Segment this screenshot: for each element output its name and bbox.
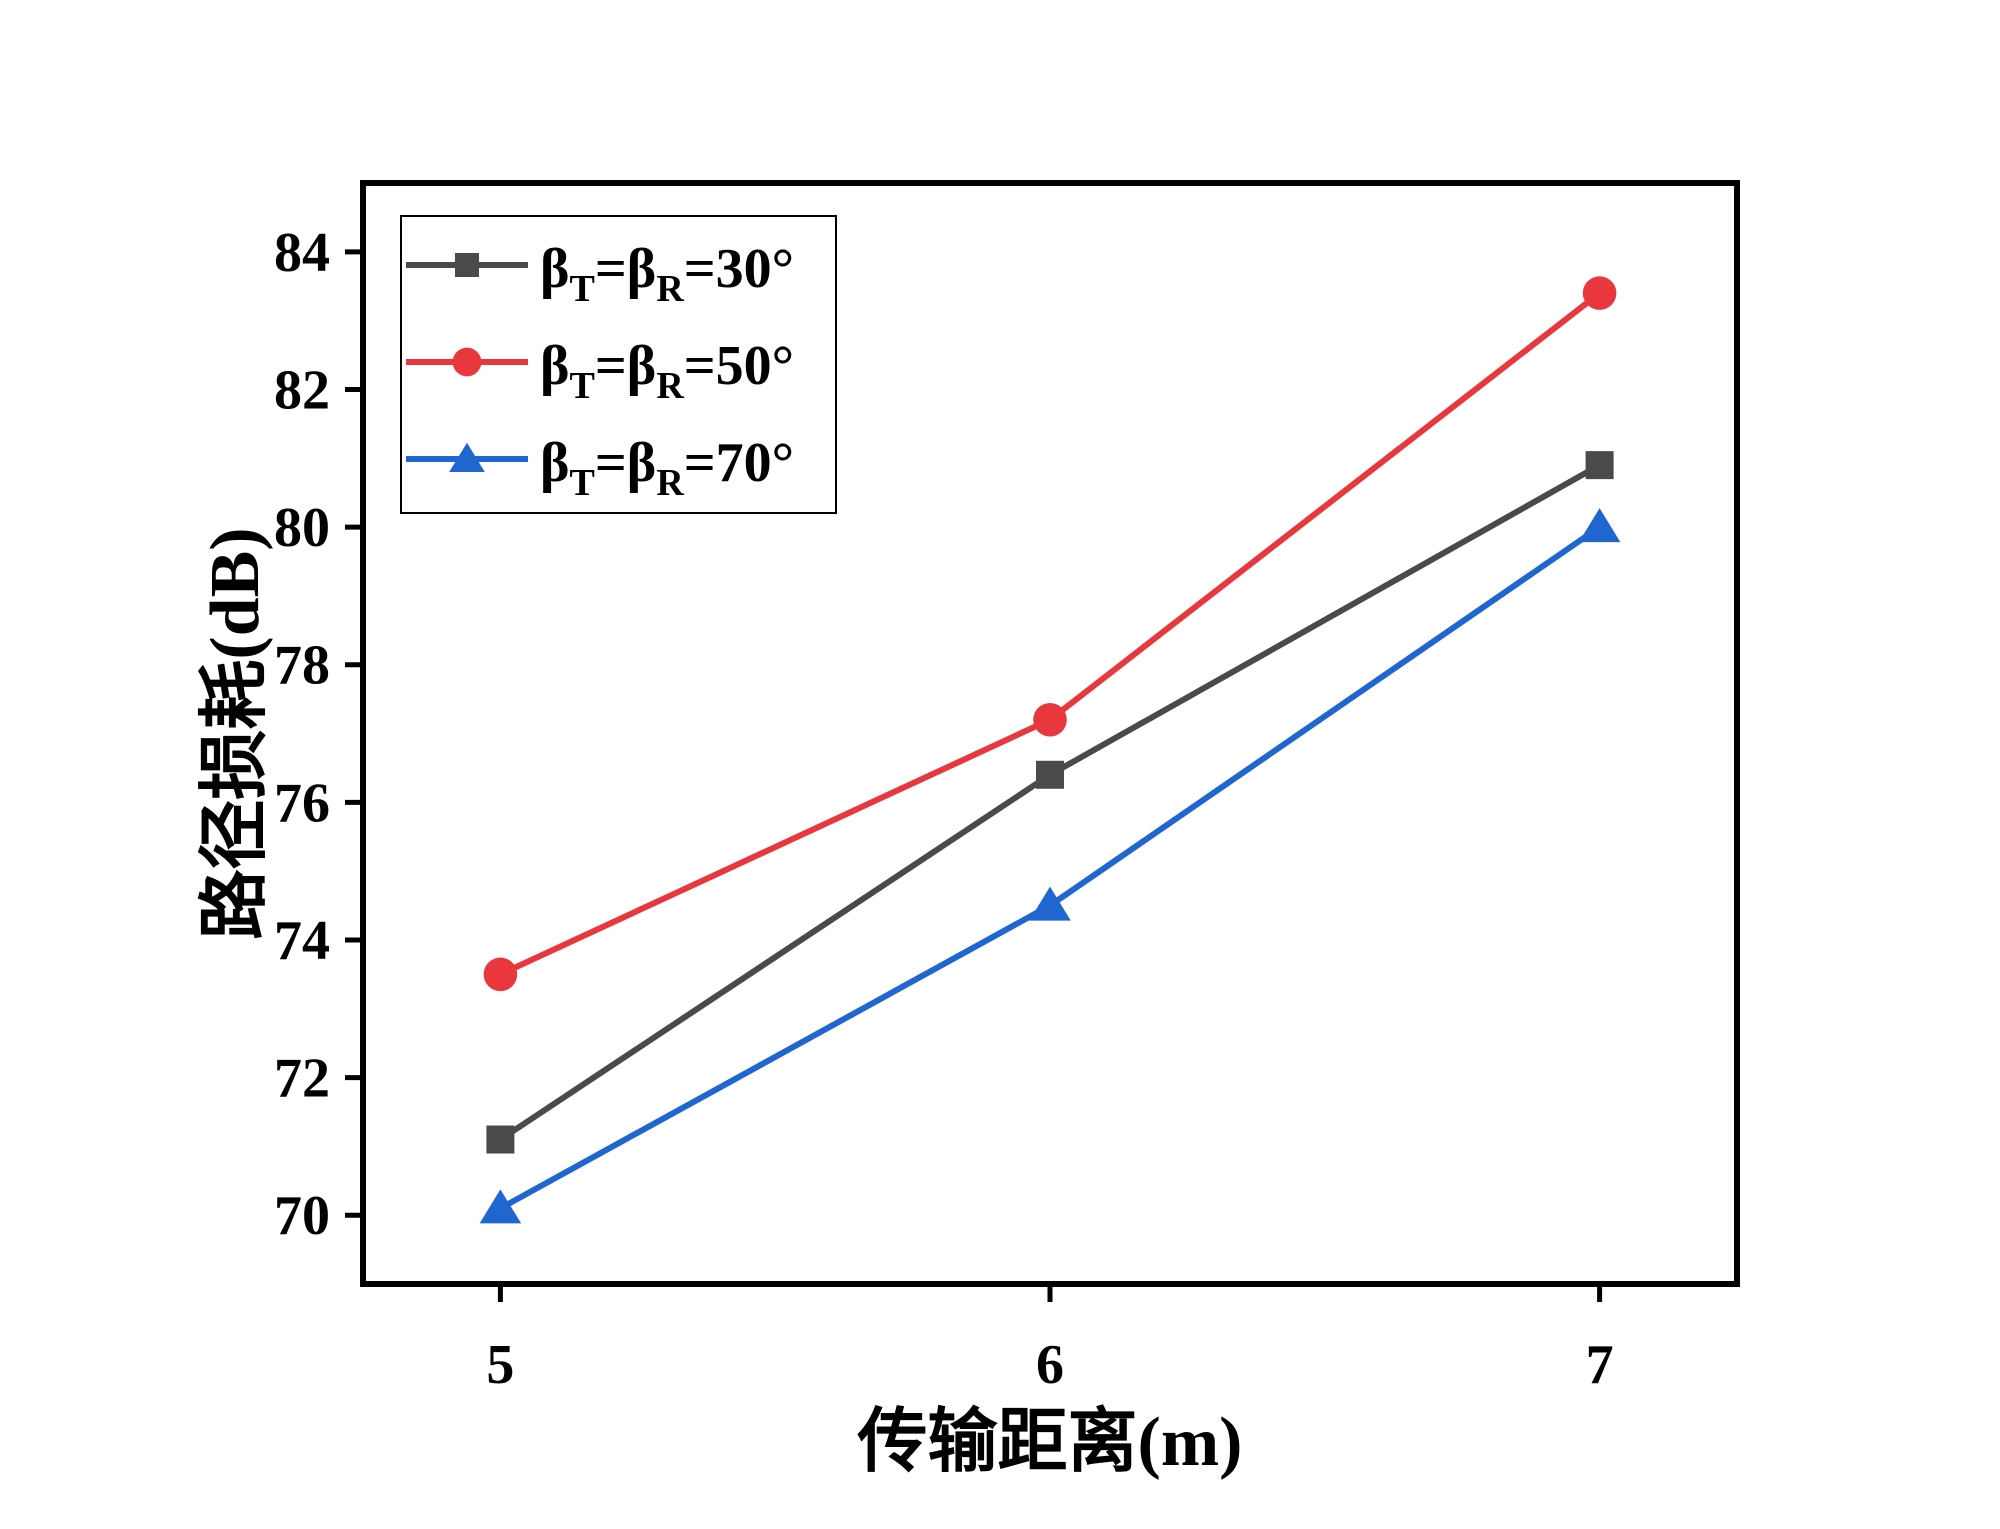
legend-label: βT=βR=30° <box>540 238 794 310</box>
x-tick-label: 7 <box>1586 1334 1614 1396</box>
x-axis-title: 传输距离(m) <box>857 1403 1243 1481</box>
legend-marker <box>452 347 482 377</box>
series-3 <box>479 508 1621 1224</box>
legend-label: βT=βR=70° <box>540 432 794 504</box>
data-point-triangle <box>1578 508 1621 543</box>
x-tick-label: 6 <box>1036 1334 1064 1396</box>
axis-ticks: 5 6 7 70 72 74 76 78 80 82 84 <box>274 222 1614 1396</box>
legend-entry: βT=βR=50° <box>406 335 794 407</box>
legend: βT=βR=30° βT=βR=50° βT=βR=70° <box>400 215 837 514</box>
data-point-circle <box>483 957 518 992</box>
data-point-circle <box>1582 276 1617 310</box>
data-point-square <box>486 1125 515 1154</box>
data-point-triangle <box>1029 886 1071 921</box>
data-point-square <box>1036 760 1064 789</box>
series-line <box>498 462 1602 1142</box>
y-tick-label: 78 <box>274 635 330 697</box>
data-point-square <box>1585 451 1614 480</box>
legend-marker <box>455 253 479 277</box>
data-point-circle <box>1033 702 1067 737</box>
y-tick-label: 70 <box>274 1185 330 1247</box>
legend-entry: βT=βR=70° <box>406 432 794 504</box>
y-tick-label: 72 <box>274 1048 330 1110</box>
legend-entry: βT=βR=30° <box>406 238 794 310</box>
legend-marker <box>449 442 485 472</box>
x-tick-label: 5 <box>486 1334 514 1396</box>
series-1 <box>486 451 1614 1154</box>
y-tick-label: 82 <box>274 359 330 421</box>
data-point-triangle <box>479 1189 522 1224</box>
y-tick-label: 76 <box>274 772 330 834</box>
y-tick-label: 84 <box>274 222 330 284</box>
y-tick-label: 74 <box>274 910 330 972</box>
series-line <box>498 524 1602 1211</box>
legend-label: βT=βR=50° <box>540 335 794 407</box>
y-tick-label: 80 <box>274 497 330 559</box>
plot-area <box>479 276 1621 1224</box>
series-2 <box>483 276 1617 992</box>
y-axis-title: 路径损耗(dB) <box>196 527 274 939</box>
